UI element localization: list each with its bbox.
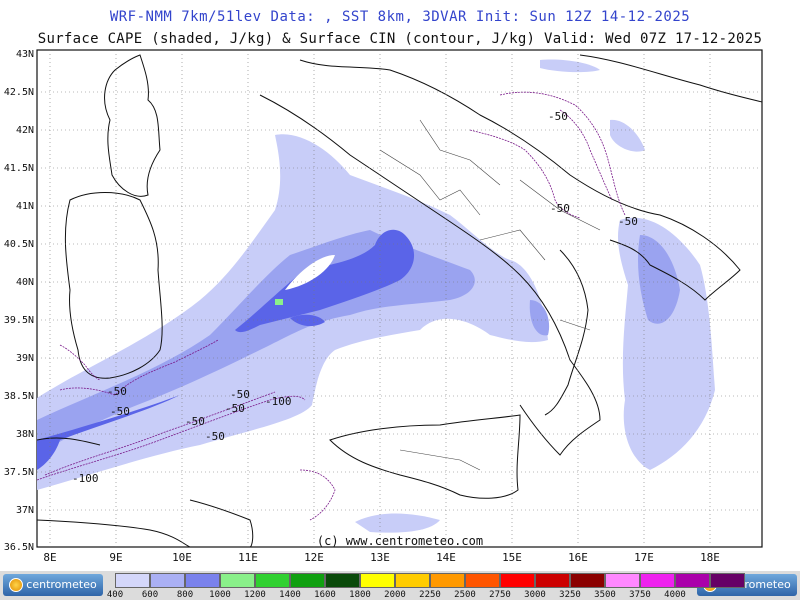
cin-label: -100 — [265, 395, 292, 408]
lat-label: 40.5N — [3, 239, 34, 250]
legend-tick-label: 3250 — [559, 590, 581, 600]
legend-tick-label: 600 — [141, 590, 159, 600]
lon-label: 8E — [43, 551, 57, 564]
legend-swatch — [605, 573, 640, 588]
legend-tick-label: 1800 — [349, 590, 371, 600]
legend-tick-label: 3750 — [629, 590, 651, 600]
cin-contours — [36, 91, 626, 521]
cin-label: -50 — [230, 388, 250, 401]
cin-label: -50 — [110, 405, 130, 418]
lat-label: 37.5N — [3, 467, 34, 478]
lon-label: 18E — [700, 551, 720, 564]
lon-label: 9E — [109, 551, 123, 564]
legend-tick-label: 2500 — [454, 590, 476, 600]
logo-icon — [9, 578, 24, 592]
copyright-text: (c) www.centrometeo.com — [316, 534, 484, 548]
lon-label: 16E — [568, 551, 588, 564]
lat-label: 38N — [15, 429, 34, 440]
legend-swatch — [185, 573, 220, 588]
legend-tick-label: 4000 — [664, 590, 686, 600]
legend-swatch — [255, 573, 290, 588]
legend-tick-label: 800 — [176, 590, 194, 600]
legend-tick-label: 2250 — [419, 590, 441, 600]
lat-label: 41.5N — [3, 163, 34, 174]
lat-label: 43N — [15, 49, 34, 60]
legend-tick-label: 1600 — [314, 590, 336, 600]
legend-tick-label: 1200 — [244, 590, 266, 600]
legend-swatch — [570, 573, 605, 588]
legend-swatch — [710, 573, 745, 588]
coastlines — [36, 54, 763, 548]
legend-swatch — [325, 573, 360, 588]
lat-label: 39N — [15, 353, 34, 364]
lon-label: 13E — [370, 551, 390, 564]
lon-label: 15E — [502, 551, 522, 564]
lat-label: 42N — [15, 125, 34, 136]
lat-label: 40N — [15, 277, 34, 288]
legend-tick-label: 3000 — [524, 590, 546, 600]
legend-swatch — [675, 573, 710, 588]
cin-labels: -50 -50 -50 -50 -50 -50 -50 -50 -100 -10… — [72, 110, 638, 485]
legend-swatch — [640, 573, 675, 588]
title-field-info: Surface CAPE (shaded, J/kg) & Surface CI… — [37, 31, 763, 47]
lat-lon-grid — [37, 50, 762, 547]
lon-label: 12E — [304, 551, 324, 564]
legend-tick-label: 3500 — [594, 590, 616, 600]
lat-label: 42.5N — [3, 87, 34, 98]
legend-swatch — [220, 573, 255, 588]
cin-label: -50 — [550, 202, 570, 215]
legend-swatch — [115, 573, 150, 588]
lat-label: 39.5N — [3, 315, 34, 326]
centrometeo-logo-left: centrometeo — [3, 574, 103, 596]
cin-label: -50 — [225, 402, 245, 415]
lon-label: 14E — [436, 551, 456, 564]
lon-label: 11E — [238, 551, 258, 564]
cin-label: -50 — [548, 110, 568, 123]
legend-swatch — [465, 573, 500, 588]
legend-tick-label: 400 — [106, 590, 124, 600]
cin-label: -50 — [618, 215, 638, 228]
legend-swatch — [360, 573, 395, 588]
legend-swatch — [535, 573, 570, 588]
legend-tick-label: 1400 — [279, 590, 301, 600]
legend-swatch — [150, 573, 185, 588]
lat-label: 38.5N — [3, 391, 34, 402]
legend-swatch — [430, 573, 465, 588]
lon-label: 10E — [172, 551, 192, 564]
lat-label: 36.5N — [3, 542, 34, 553]
cin-label: -50 — [205, 430, 225, 443]
lon-label: 17E — [634, 551, 654, 564]
legend-swatch — [500, 573, 535, 588]
lat-label: 41N — [15, 201, 34, 212]
legend-tick-label: 2000 — [384, 590, 406, 600]
cape-shading-dark — [37, 229, 415, 470]
title-model-info: WRF-NMM 7km/51lev Data: , SST 8km, 3DVAR… — [109, 9, 691, 25]
cin-label: -50 — [185, 415, 205, 428]
cin-label: -50 — [107, 385, 127, 398]
legend-swatch — [395, 573, 430, 588]
legend-swatch — [290, 573, 325, 588]
legend-tick-label: 2750 — [489, 590, 511, 600]
cin-label: -100 — [72, 472, 99, 485]
lat-label: 37N — [15, 505, 34, 516]
legend-tick-label: 1000 — [209, 590, 231, 600]
